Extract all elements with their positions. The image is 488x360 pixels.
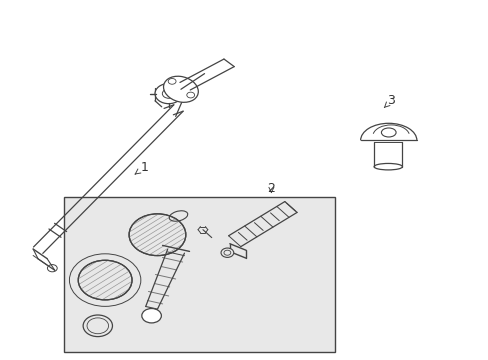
Ellipse shape: [163, 76, 198, 102]
Circle shape: [78, 260, 132, 300]
Circle shape: [155, 84, 182, 104]
Circle shape: [129, 214, 185, 256]
Text: 3: 3: [384, 94, 394, 108]
Bar: [63, 197, 334, 352]
Text: 1: 1: [135, 161, 148, 174]
Circle shape: [221, 248, 233, 257]
Text: 2: 2: [267, 183, 275, 195]
Circle shape: [142, 309, 161, 323]
